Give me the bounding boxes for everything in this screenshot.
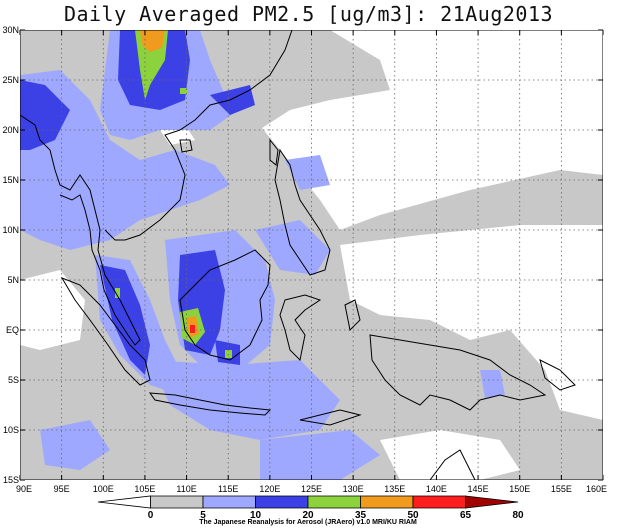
lightblue-area-southcentral — [260, 430, 380, 480]
colorbar-swatch — [465, 495, 519, 509]
white-area-northeast — [262, 30, 603, 230]
green-area-sumatra — [115, 288, 120, 298]
lon-label: 125E — [301, 484, 322, 494]
lon-label: 110E — [176, 484, 196, 494]
lat-label: 10N — [2, 225, 19, 235]
lat-label: EQ — [6, 325, 19, 335]
colorbar-swatch — [307, 495, 361, 509]
lat-label: 15S — [3, 475, 19, 485]
coastline-philippines — [274, 148, 331, 276]
coastline-mainland — [20, 30, 293, 346]
lightblue-area-png — [480, 370, 505, 398]
colorbar-level-label: 5 — [200, 510, 206, 521]
colorbar: 0 5 10 20 35 50 65 80 — [97, 495, 524, 521]
coastline-bismarck — [539, 359, 576, 391]
red-area-borneo — [190, 325, 195, 333]
lon-label: 115E — [218, 484, 238, 494]
colorbar-swatch — [255, 495, 309, 509]
lat-label: 20N — [2, 125, 19, 135]
colorbar-level-label: 20 — [302, 510, 314, 521]
lon-label: 160E — [586, 484, 607, 494]
colorbar-level-label: 10 — [250, 510, 262, 521]
white-area-east — [340, 225, 603, 420]
lightblue-area-southwest — [40, 420, 110, 470]
lon-label: 90E — [16, 484, 32, 494]
coastlines — [20, 30, 576, 480]
darkblue-area-myanmar — [20, 80, 70, 150]
colorbar-level-label: 0 — [148, 510, 154, 521]
coastline-taiwan — [269, 138, 279, 166]
map-title: Daily Averaged PM2.5 [ug/m3]: 21Aug2013 — [63, 2, 554, 26]
grid-lines — [20, 30, 603, 480]
colorbar-level-label: 50 — [407, 510, 419, 521]
coastline-borneo — [179, 249, 271, 361]
lon-label: 150E — [509, 484, 530, 494]
coastline-sulawesi — [279, 294, 322, 362]
latitude-axis: 30N 25N 20N 15N 10N 5N EQ 5S 10S 15S — [2, 25, 603, 485]
lon-label: 155E — [551, 484, 572, 494]
darkblue-area-sumatra — [100, 265, 150, 375]
colorbar-swatch — [202, 495, 256, 509]
lat-label: 30N — [2, 25, 19, 35]
colorbar-swatch — [412, 495, 466, 509]
lon-label: 145E — [468, 484, 489, 494]
colorbar-swatch — [360, 495, 414, 509]
lightblue-area-south — [150, 360, 340, 440]
lat-label: 5S — [8, 375, 19, 385]
colorbar-level-label: 80 — [512, 510, 524, 521]
coastline-hainan — [179, 139, 193, 153]
green-area-south-china — [180, 88, 188, 94]
lat-label: 5N — [7, 275, 19, 285]
concentration-field — [20, 30, 603, 480]
darkblue-area-luzon — [210, 85, 255, 115]
credit-text: The Japanese Reanalysis for Aerosol (JRA… — [199, 519, 417, 526]
coastline-java — [148, 392, 272, 416]
colorbar-swatch — [150, 495, 204, 509]
lat-label: 10S — [3, 425, 19, 435]
coastline-timor — [299, 409, 362, 426]
colorbar-level-label: 35 — [355, 510, 367, 521]
lon-label: 130E — [343, 484, 364, 494]
white-area-south — [380, 430, 520, 480]
lon-label: 105E — [134, 484, 155, 494]
lon-label: 140E — [426, 484, 447, 494]
longitude-axis: 90E 95E 100E 105E 110E 115E 120E 125E 130E 135E 14… — [16, 30, 607, 494]
lon-label: 135E — [384, 484, 405, 494]
lat-label: 15N — [2, 175, 19, 185]
lon-label: 95E — [54, 484, 70, 494]
lightblue-area-taiwan — [285, 155, 330, 190]
orange-area-china — [140, 30, 165, 52]
lon-label: 120E — [259, 484, 280, 494]
colorbar-swatch — [97, 495, 151, 509]
colorbar-level-label: 65 — [460, 510, 472, 521]
coastline-sumatra — [60, 277, 151, 386]
coastline-halmahera — [344, 299, 361, 332]
lat-label: 25N — [2, 75, 19, 85]
coastline-australia — [429, 449, 476, 480]
coastline-new-guinea — [369, 334, 547, 411]
lightblue-area-bay-of-bengal — [20, 70, 230, 250]
lon-label: 100E — [93, 484, 114, 494]
